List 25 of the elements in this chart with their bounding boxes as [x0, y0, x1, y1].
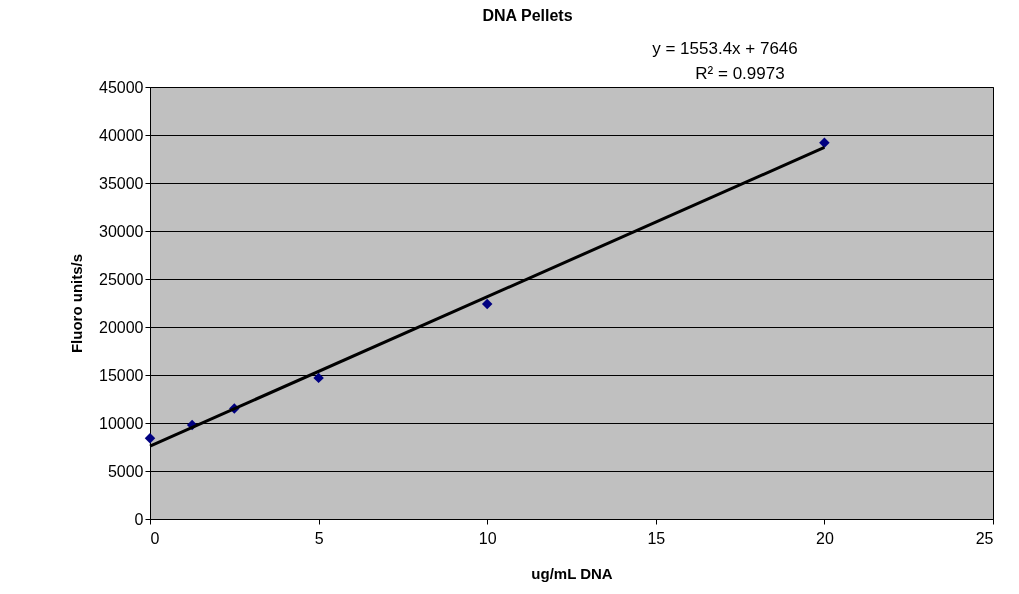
y-tick-label: 15000: [99, 366, 144, 384]
x-tick-label: 20: [816, 529, 834, 547]
text: y = 1553.4x + 7646: [652, 39, 798, 58]
chart-title: DNA Pellets: [482, 7, 573, 24]
text: R² = 0.9973: [695, 64, 785, 83]
y-tick-label: 20000: [99, 318, 144, 336]
y-tick-label: 10000: [99, 414, 144, 432]
y-tick-label: 45000: [99, 78, 144, 96]
point: [144, 433, 156, 444]
x-tick-label: 15: [647, 529, 666, 547]
x-tick-label: 25: [975, 529, 994, 547]
y-tick-label: 40000: [99, 126, 144, 144]
y-tick-label: 30000: [99, 222, 144, 240]
y-tick-label: 0: [134, 510, 144, 528]
x-axis-title: ug/mL DNA: [531, 564, 613, 582]
point: [481, 298, 493, 310]
y-tick-label: 5000: [107, 462, 144, 480]
x-tick-label: 0: [150, 529, 160, 547]
point: [313, 372, 324, 384]
x-tick-label: 5: [314, 529, 324, 547]
point: [819, 137, 830, 148]
y-axis-title: Fluoro units/s: [68, 253, 86, 354]
x-tick-label: 10: [478, 529, 497, 547]
y-tick-label: 25000: [99, 270, 144, 288]
y-tick-label: 35000: [99, 174, 144, 192]
